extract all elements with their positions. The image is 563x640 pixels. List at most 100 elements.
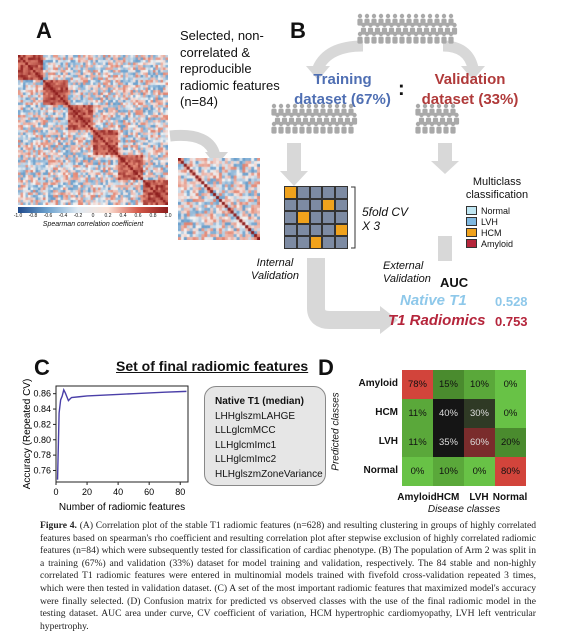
person-icon: [413, 32, 418, 44]
person-icon: [306, 122, 311, 134]
person-icon: [371, 32, 376, 44]
colorbar-tick: -0.2: [74, 213, 83, 219]
cv-fold-cell: [335, 186, 348, 199]
person-icon: [292, 122, 297, 134]
feature-item: LLHglcmImc2: [215, 453, 315, 468]
colorbar-tick: 0: [92, 213, 95, 219]
row-label: LVH: [379, 436, 398, 447]
person-icon: [378, 32, 383, 44]
legend-label: HCM: [481, 228, 502, 238]
multiclass-label: Multiclass classification: [452, 176, 542, 202]
colorbar-tick: -1.0: [14, 213, 23, 219]
person-icon: [285, 122, 290, 134]
selected-features-label: Selected, non-correlated & reproducible …: [180, 28, 280, 111]
person-icon: [406, 32, 411, 44]
colorbar-tick: 0.4: [120, 213, 127, 219]
person-icon: [427, 32, 432, 44]
final-features-box: Native T1 (median) LHHglszmLAHGE LLLglcmM…: [204, 386, 326, 486]
matrix-cell: 0%: [495, 399, 526, 428]
matrix-cell: 15%: [433, 370, 464, 399]
matrix-cell: 10%: [464, 370, 495, 399]
cv-fold-cell: [310, 199, 323, 212]
cv-fold-cell: [284, 211, 297, 224]
class-legend: Normal LVH HCM Amyloid: [466, 205, 546, 249]
matrix-cell: 20%: [495, 428, 526, 457]
person-icon: [434, 32, 439, 44]
person-icon: [436, 122, 441, 134]
legend-swatch: [466, 206, 477, 215]
matrix-cell: 80%: [495, 457, 526, 486]
y-tick-label: 0.82: [33, 419, 51, 429]
legend-item: LVH: [466, 216, 546, 227]
colorbar-title: Spearman correlation coefficient: [18, 221, 168, 228]
legend-label: LVH: [481, 217, 498, 227]
cv-fold-cell: [335, 224, 348, 237]
auc-title: AUC: [440, 275, 468, 290]
person-icon: [450, 122, 455, 134]
colorbar-tick: -0.8: [29, 213, 38, 219]
matrix-cell: 78%: [402, 370, 433, 399]
x-tick-label: 60: [144, 487, 154, 497]
person-icon: [422, 122, 427, 134]
internal-validation-label: Internal Validation: [245, 257, 305, 283]
matrix-cell: 30%: [464, 399, 495, 428]
cv-fold-cell: [297, 186, 310, 199]
legend-item: Amyloid: [466, 238, 546, 249]
cv-fold-cell: [310, 186, 323, 199]
colorbar-tick: -0.6: [44, 213, 53, 219]
accuracy-line-chart: 0.760.780.800.820.840.860 20 40 60 80Number …: [20, 378, 200, 513]
matrix-cell: 60%: [464, 428, 495, 457]
feature-item: LHHglszmLAHGE: [215, 410, 315, 425]
y-tick-label: 0.86: [33, 389, 51, 399]
person-icon: [420, 32, 425, 44]
y-tick-label: 0.80: [33, 435, 51, 445]
features-title: Set of final radiomic features: [116, 358, 308, 374]
accuracy-line: [58, 390, 187, 480]
x-tick-label: 20: [82, 487, 92, 497]
person-icon: [443, 122, 448, 134]
legend-swatch: [466, 239, 477, 248]
person-icon: [415, 122, 420, 134]
column-label: Normal: [493, 492, 527, 503]
cv-fold-grid: [284, 186, 348, 249]
person-icon: [348, 122, 353, 134]
legend-item: Normal: [466, 205, 546, 216]
legend-label: Normal: [481, 206, 510, 216]
figure-caption: Figure 4. (A) Correlation plot of the st…: [40, 520, 536, 633]
native-t1-label: Native T1: [400, 292, 467, 309]
matrix-cell: 0%: [495, 370, 526, 399]
matrix-cell: 11%: [402, 428, 433, 457]
x-tick-label: 80: [175, 487, 185, 497]
person-icon: [341, 122, 346, 134]
plot-frame: [56, 386, 188, 482]
cv-fold-cell: [322, 236, 335, 249]
confusion-matrix: 78% 15% 10% 0% 11% 40% 30% 0% 11% 35% 60% 20% 0% 10% 0…: [402, 370, 526, 486]
person-icon: [399, 32, 404, 44]
cv-fold-cell: [322, 199, 335, 212]
person-icon: [271, 122, 276, 134]
caption-text: (A) Correlation plot of the stable T1 ra…: [40, 520, 536, 632]
cv-fold-cell: [284, 224, 297, 237]
person-icon: [441, 32, 446, 44]
legend-swatch: [466, 228, 477, 237]
person-icon: [334, 122, 339, 134]
cv-fold-cell: [297, 236, 310, 249]
cv-fold-cell: [322, 186, 335, 199]
external-validation-label: External Validation: [383, 260, 443, 286]
cv-label: 5fold CV X 3: [362, 205, 414, 233]
legend-item: HCM: [466, 227, 546, 238]
person-icon: [429, 122, 434, 134]
panel-label-d: D: [318, 355, 334, 381]
y-axis-label: Accuracy (Repeated CV): [22, 379, 33, 490]
matrix-cell: 10%: [433, 457, 464, 486]
feature-item: HLHglszmZoneVariance: [215, 468, 315, 483]
t1-radiomics-label: T1 Radiomics: [388, 312, 486, 329]
person-icon: [327, 122, 332, 134]
validation-dataset-label: Validation dataset (33%): [410, 70, 530, 110]
cv-fold-cell: [297, 199, 310, 212]
legend-swatch: [466, 217, 477, 226]
x-tick-label: 0: [53, 487, 58, 497]
colorbar-tick: 0.8: [150, 213, 157, 219]
person-icon: [448, 32, 453, 44]
cv-fold-cell: [310, 236, 323, 249]
